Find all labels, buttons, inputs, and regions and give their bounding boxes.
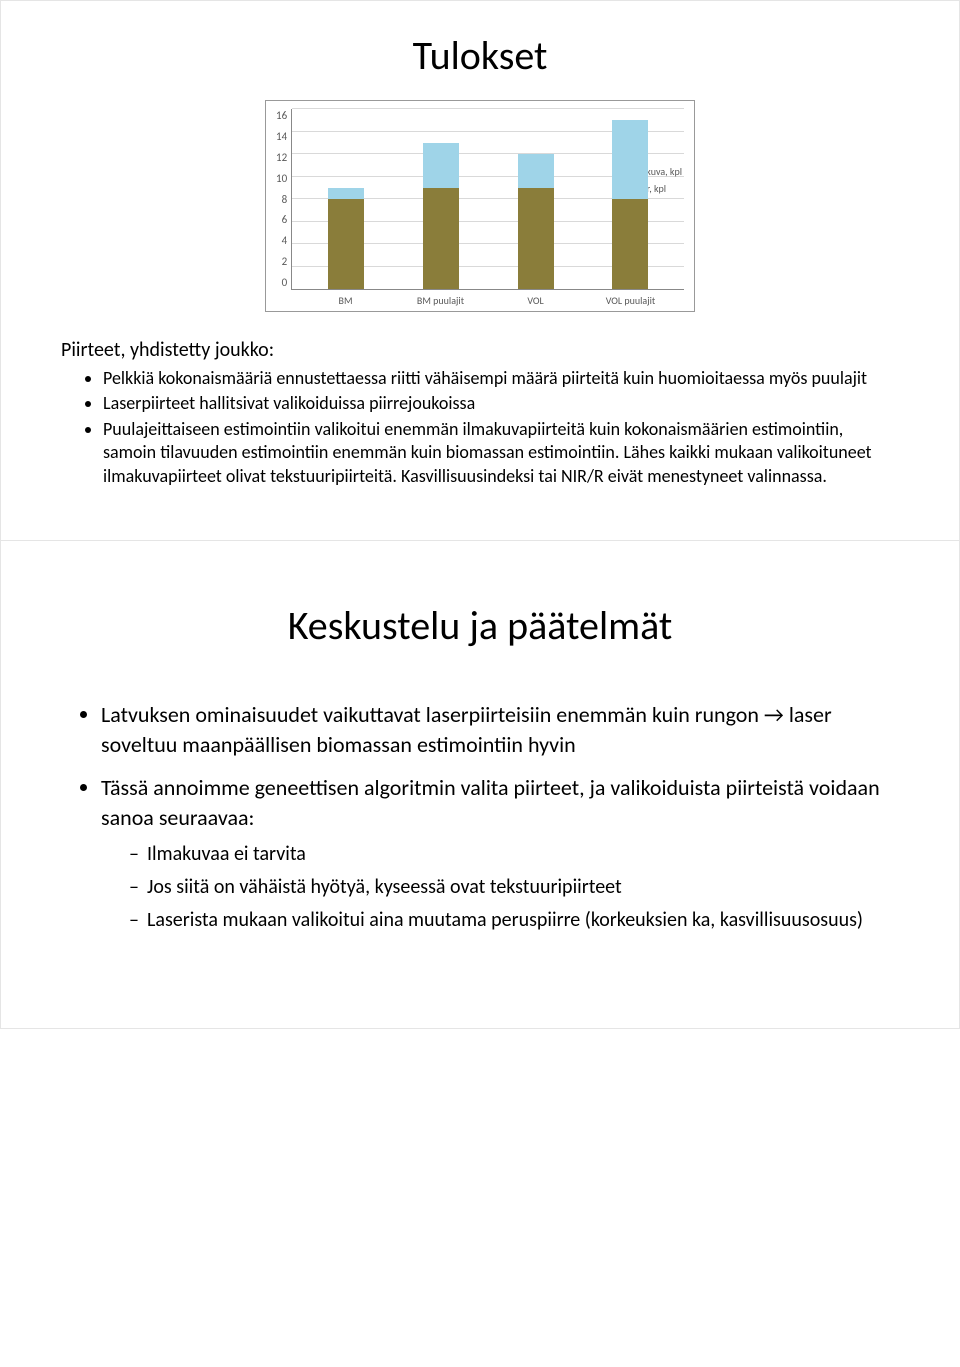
bar-segment-ilmakuva	[612, 120, 648, 199]
gridline	[292, 108, 684, 109]
chart-plot-area	[291, 109, 684, 290]
list-item: Tässä annoimme geneettisen algoritmin va…	[101, 773, 899, 933]
slide-tulokset: Tulokset 16 14 12 10 8 6 4 2 0 BM BM puulajit VOL V…	[0, 0, 960, 541]
list-item-text: Tässä annoimme geneettisen algoritmin va…	[101, 774, 880, 831]
list-item: Latvuksen ominaisuudet vaikuttavat laser…	[101, 700, 899, 759]
slide1-bullet-list: Pelkkiä kokonaismääriä ennustettaessa ri…	[61, 367, 899, 488]
bar	[328, 188, 364, 289]
y-tick: 2	[282, 255, 288, 268]
sub-list-item: Jos siitä on vähäistä hyötyä, kyseessä o…	[129, 874, 899, 901]
page: Tulokset 16 14 12 10 8 6 4 2 0 BM BM puulajit VOL V…	[0, 0, 960, 1029]
list-item: Puulajeittaiseen estimointiin valikoitui…	[103, 418, 899, 488]
sub-list: Ilmakuvaa ei tarvita Jos siitä on vähäist…	[101, 841, 899, 934]
list-item: Pelkkiä kokonaismääriä ennustettaessa ri…	[103, 367, 899, 390]
slide1-intro: Piirteet, yhdistetty joukko:	[61, 337, 899, 363]
bar-segment-laser	[518, 188, 554, 289]
y-tick: 6	[282, 213, 288, 226]
slide1-body: Piirteet, yhdistetty joukko: Pelkkiä kok…	[61, 337, 899, 488]
slide1-title: Tulokset	[61, 31, 899, 80]
x-label: VOL puulajit	[601, 294, 661, 307]
bar-segment-laser	[423, 188, 459, 289]
chart-container: 16 14 12 10 8 6 4 2 0 BM BM puulajit VOL VOL puulaj…	[265, 100, 695, 312]
chart-x-labels: BM BM puulajit VOL VOL puulajit	[276, 290, 684, 307]
y-tick: 14	[276, 130, 287, 143]
chart-y-axis: 16 14 12 10 8 6 4 2 0	[276, 109, 291, 289]
bar-segment-ilmakuva	[328, 188, 364, 199]
bar-segment-ilmakuva	[423, 143, 459, 188]
chart-inner: 16 14 12 10 8 6 4 2 0	[276, 109, 684, 290]
x-label: BM	[316, 294, 376, 307]
sub-list-item: Laserista mukaan valikoitui aina muutama…	[129, 907, 899, 934]
bar-segment-laser	[612, 199, 648, 289]
y-tick: 10	[276, 172, 287, 185]
y-tick: 4	[282, 234, 288, 247]
slide2-title: Keskustelu ja päätelmät	[61, 601, 899, 650]
y-tick: 16	[276, 109, 287, 122]
bar	[612, 120, 648, 289]
sub-list-item: Ilmakuvaa ei tarvita	[129, 841, 899, 868]
y-tick: 12	[276, 151, 287, 164]
bar-segment-ilmakuva	[518, 154, 554, 188]
x-label: VOL	[506, 294, 566, 307]
bar	[423, 143, 459, 289]
bar	[518, 154, 554, 289]
bar-segment-laser	[328, 199, 364, 289]
list-item: Laserpiirteet hallitsivat valikoiduissa …	[103, 392, 899, 415]
list-item-text: Latvuksen ominaisuudet vaikuttavat laser…	[101, 701, 832, 758]
x-label: BM puulajit	[411, 294, 471, 307]
slide2-bullet-list: Latvuksen ominaisuudet vaikuttavat laser…	[61, 700, 899, 934]
y-tick: 0	[282, 276, 288, 289]
y-tick: 8	[282, 193, 288, 206]
slide-keskustelu: Keskustelu ja päätelmät Latvuksen ominai…	[0, 541, 960, 1029]
